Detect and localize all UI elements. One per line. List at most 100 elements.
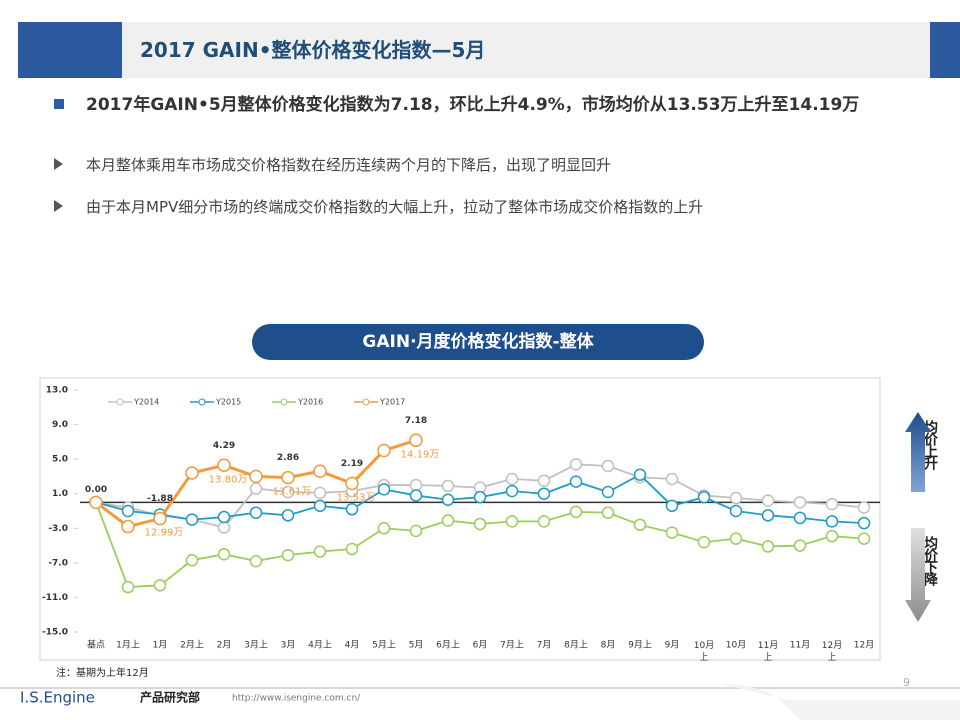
point (249, 469, 263, 484)
point (345, 476, 359, 491)
point (441, 479, 455, 493)
point (377, 443, 391, 458)
point (153, 511, 167, 526)
x-tick-label: 7月 (537, 640, 552, 651)
y-tick-label: -7.0 (48, 558, 68, 568)
point (249, 554, 263, 568)
point (761, 494, 775, 507)
point (857, 516, 871, 530)
y-tick-label: -15.0 (42, 628, 68, 638)
y-tick-label: 13.0 (46, 386, 68, 396)
x-tick-label: 1月 (153, 640, 168, 651)
legend-label: Y2016 (297, 398, 323, 407)
point (441, 493, 455, 507)
point (761, 540, 775, 553)
x-tick-label: 2月 (217, 640, 232, 651)
arrow-up (905, 412, 931, 492)
point (313, 464, 327, 478)
x-tick-label: 10月上 (694, 640, 714, 663)
point (569, 458, 583, 471)
side-label: 均价下降 (922, 536, 938, 584)
point (505, 484, 519, 498)
point (153, 579, 167, 592)
point (825, 497, 839, 511)
point (857, 501, 871, 514)
value-label: 2.86 (277, 453, 299, 463)
point (697, 490, 711, 504)
point (633, 518, 647, 532)
point (217, 521, 231, 534)
arrow-down (905, 528, 931, 622)
x-tick-label: 5月上 (372, 640, 396, 651)
point (217, 510, 231, 524)
x-tick-label: 4月 (345, 640, 360, 651)
annotation: 14.19万 (401, 449, 440, 460)
y-tick-label: 9.0 (52, 420, 68, 430)
footer-dept: 产品研究部 (140, 690, 200, 705)
x-tick-label: 11月 (790, 640, 810, 651)
page-number: 9 (903, 676, 910, 689)
note: 注：基期为上年12月 (56, 666, 149, 679)
header-bar (122, 22, 930, 78)
point (761, 509, 775, 522)
x-tick-label: 8月上 (564, 640, 588, 651)
point (185, 466, 199, 480)
x-tick-label: 10月 (726, 640, 746, 651)
point (537, 487, 551, 500)
bullet-marker (54, 200, 63, 212)
x-tick-label: 6月 (473, 640, 488, 651)
point (89, 495, 103, 510)
point (121, 504, 135, 518)
point (665, 472, 679, 486)
x-tick-label: 9月上 (628, 640, 652, 651)
point (121, 519, 135, 534)
bullet-marker (54, 158, 63, 170)
point (409, 524, 423, 538)
point (505, 515, 519, 528)
point (313, 545, 327, 558)
point (441, 514, 455, 527)
point (345, 503, 359, 516)
footer-brand: I.S.Engine (20, 689, 95, 707)
point (281, 485, 295, 499)
bullet-item: 本月整体乘用车市场成交价格指数在经历连续两个月的下降后，出现了明显回升 (86, 156, 612, 174)
x-tick-label: 3月上 (244, 640, 268, 651)
y-tick-label: -3.0 (48, 524, 68, 534)
point (633, 468, 647, 481)
annotation: 12.99万 (145, 528, 184, 539)
x-tick-label: 7月上 (500, 640, 524, 651)
x-tick-label: 5月 (409, 640, 424, 651)
legend-label: Y2014 (133, 398, 159, 407)
footer-swoosh (720, 684, 960, 720)
point (665, 526, 679, 539)
x-tick-label: 8月 (601, 640, 616, 651)
x-tick-label: 基点 (87, 639, 105, 651)
annotation: 13.53万 (337, 492, 376, 503)
point (537, 515, 551, 528)
chart-title-pill (252, 324, 704, 360)
bullet-item: 由于本月MPV细分市场的终端成交价格指数的大幅上升，拉动了整体市场成交价格指数的… (86, 198, 704, 216)
point (409, 478, 423, 492)
legend-label: Y2015 (215, 398, 241, 407)
x-tick-label: 12月上 (822, 640, 842, 663)
point (569, 505, 583, 519)
point (249, 506, 263, 519)
bullet-marker (54, 99, 64, 109)
point (313, 486, 327, 500)
point (601, 485, 615, 499)
value-label: 2.19 (341, 459, 363, 469)
point (217, 458, 231, 473)
legend-marker (116, 398, 124, 406)
x-tick-label: 12月 (854, 640, 874, 651)
x-tick-label: 1月上 (116, 640, 140, 651)
slide-title: 2017 GAIN•整体价格变化指数—5月 (140, 38, 486, 62)
point (601, 506, 615, 519)
point (345, 542, 359, 556)
header-block (18, 22, 122, 78)
point (249, 482, 263, 495)
point (825, 515, 839, 528)
plot-frame (39, 377, 881, 661)
point (569, 475, 583, 488)
annotation: 13.80万 (209, 474, 248, 485)
